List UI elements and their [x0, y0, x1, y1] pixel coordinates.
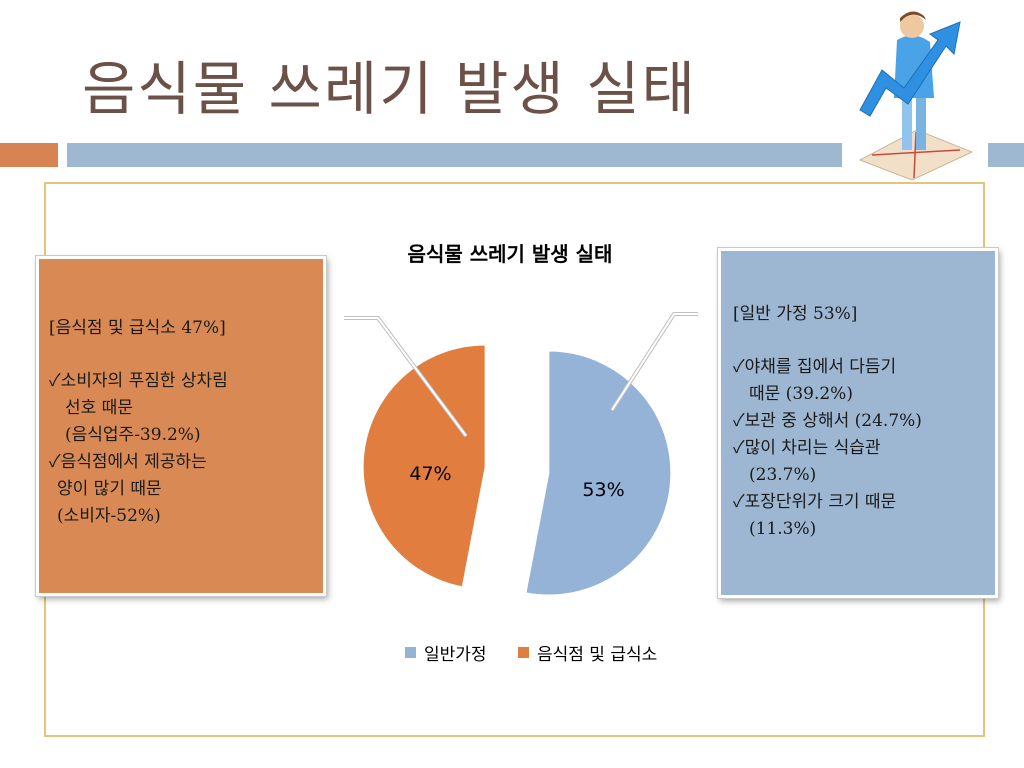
legend-label: 음식점 및 급식소	[536, 645, 658, 665]
leader-line-household	[611, 313, 698, 411]
leader-line-restaurant	[344, 317, 467, 437]
legend-swatch	[405, 647, 416, 658]
header-band-orange	[0, 143, 58, 167]
callout-line: (23.7%)	[749, 465, 817, 485]
callout-line: (음식업주-39.2%)	[65, 425, 201, 445]
callout-line: ✓음식점에서 제공하는	[49, 452, 207, 472]
callout-line: (11.3%)	[749, 519, 817, 539]
callout-line: 때문 (39.2%)	[749, 384, 853, 404]
callout-line: 선호 때문	[65, 398, 133, 418]
legend-label: 일반가정	[424, 645, 487, 665]
growth-arrow-person-icon	[842, 0, 988, 188]
household-callout-heading: [일반 가정 53%]	[733, 304, 858, 324]
page-title: 음식물 쓰레기 발생 실태	[82, 55, 697, 123]
callout-line: 양이 많기 때문	[57, 479, 162, 499]
legend-swatch	[517, 647, 529, 658]
callout-line: ✓많이 차리는 식습관	[733, 438, 881, 458]
household-callout-box: [일반 가정 53%] ✓야채를 집에서 다듬기 때문 (39.2%) ✓보관 …	[718, 248, 998, 598]
pie-slice-household	[525, 350, 672, 596]
chart-legend: 일반가정 음식점 및 급식소	[405, 640, 683, 665]
pie-data-label: 47%	[409, 463, 451, 485]
callout-line: ✓보관 중 상해서 (24.7%)	[733, 411, 922, 431]
pie-slice-restaurant	[362, 344, 486, 588]
chart-title: 음식물 쓰레기 발생 실태	[407, 242, 613, 266]
callout-line: ✓야채를 집에서 다듬기	[733, 357, 897, 377]
callout-line: ✓포장단위가 크기 때문	[733, 492, 897, 512]
restaurant-callout-heading: [음식점 및 급식소 47%]	[49, 318, 226, 338]
header-band-blue	[67, 143, 842, 167]
pie-data-label: 53%	[582, 479, 624, 501]
restaurant-callout-box: [음식점 및 급식소 47%] ✓소비자의 푸짐한 상차림 선호 때문 (음식업…	[36, 256, 326, 596]
legend-item-restaurant: 음식점 및 급식소	[517, 640, 658, 665]
header-band-blue-right	[988, 143, 1024, 167]
legend-item-household: 일반가정	[405, 640, 487, 665]
callout-line: ✓소비자의 푸짐한 상차림	[49, 371, 228, 391]
callout-line: (소비자-52%)	[57, 506, 161, 526]
